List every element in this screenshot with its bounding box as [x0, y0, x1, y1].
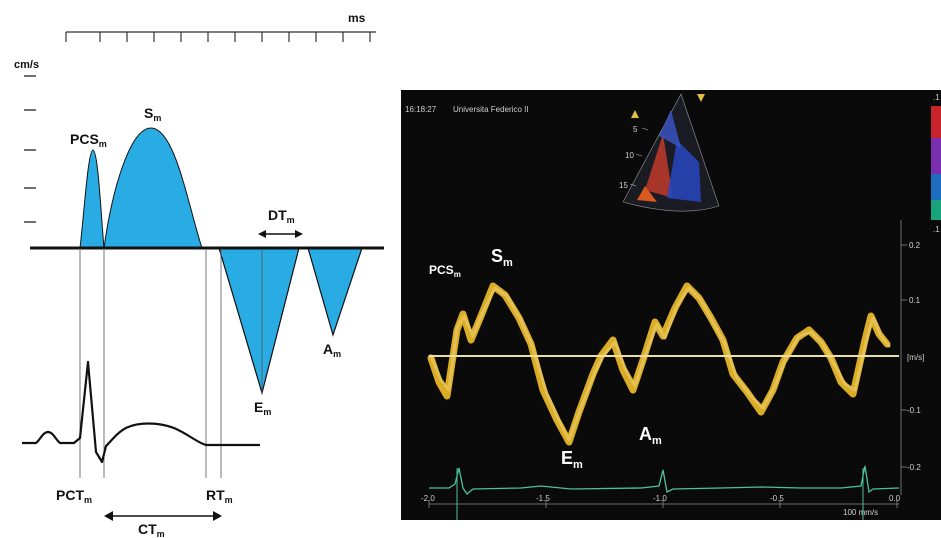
time-axis [428, 500, 899, 508]
svg-text:15: 15 [619, 181, 628, 190]
y-unit: [m/s] [907, 353, 924, 362]
svg-text:.1: .1 [933, 93, 940, 102]
dt-label: DTm [268, 207, 295, 225]
a-wave [307, 247, 363, 338]
svg-text:10: 10 [625, 151, 634, 160]
velocity-axis [900, 220, 907, 495]
rt-label: RTm [206, 487, 233, 505]
e-label-right: Em [561, 448, 583, 471]
s-wave [103, 127, 203, 249]
a-label: Am [323, 341, 341, 359]
color-bar: .1 .1 [931, 93, 941, 234]
ecg-trace-right [429, 465, 900, 495]
guide-lines [79, 248, 263, 478]
x-tick-0: 0.0 [889, 494, 901, 503]
y-tick-0.2: 0.2 [909, 241, 921, 250]
pcs-wave [79, 149, 105, 249]
timestamp: 16:18:27 [405, 105, 437, 114]
time-ruler [65, 31, 376, 42]
e-label: Em [254, 399, 271, 417]
sweep-speed: 100 mm/s [843, 508, 878, 517]
velocity-axis-ticks [24, 75, 36, 223]
ecg-trace [22, 360, 260, 464]
dt-arrow [258, 230, 303, 238]
s-label-right: Sm [491, 246, 513, 269]
tissue-doppler-panel: 16:18:27 Universita Federico II 5 10 15 … [401, 90, 941, 520]
ms-label: ms [348, 11, 366, 25]
s-label: Sm [144, 105, 161, 123]
x-tick-neg1.5: -1.5 [536, 494, 550, 503]
svg-text:5: 5 [633, 125, 638, 134]
pcs-label: PCSm [70, 131, 107, 149]
svg-text:.1: .1 [933, 225, 940, 234]
x-tick-neg0.5: -0.5 [770, 494, 784, 503]
ct-label: CTm [138, 521, 165, 538]
a-label-right: Am [639, 424, 662, 447]
y-tick-neg0.2: -0.2 [907, 463, 921, 472]
sector-inset: 5 10 15 [619, 93, 720, 212]
schematic-diagram: ms cm/s PCSm Sm D [14, 11, 384, 538]
e-wave [218, 247, 300, 396]
institution: Universita Federico II [453, 105, 529, 114]
pct-label: PCTm [56, 487, 92, 505]
y-tick-neg0.1: -0.1 [907, 406, 921, 415]
y-tick-0.1: 0.1 [909, 296, 921, 305]
doppler-signal [427, 282, 891, 446]
x-tick-neg2: -2.0 [421, 494, 435, 503]
x-tick-neg1: -1.0 [653, 494, 667, 503]
cms-label: cm/s [14, 59, 39, 71]
ct-arrow [104, 511, 222, 521]
pcs-label-right: PCSm [429, 263, 461, 279]
